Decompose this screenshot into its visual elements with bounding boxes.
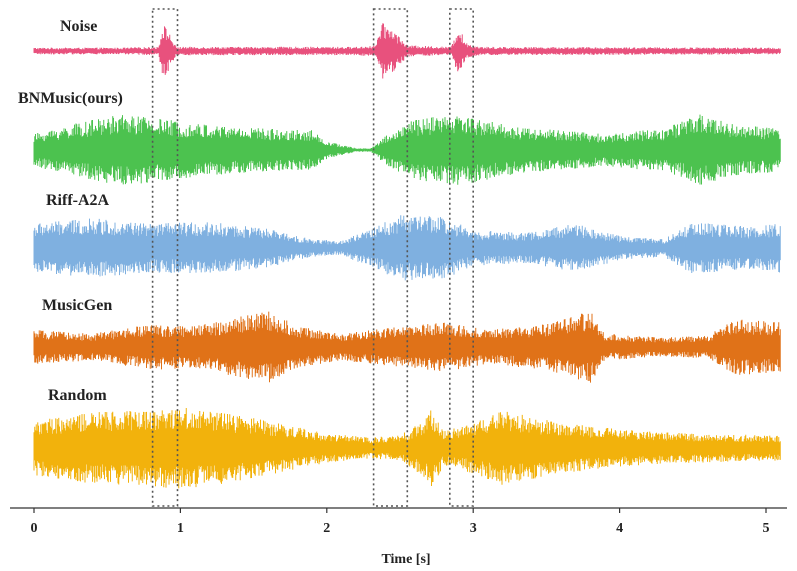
x-axis-label: Time [s] — [381, 552, 430, 567]
x-tick-label-1: 1 — [177, 521, 184, 536]
waveform-1 — [33, 114, 781, 185]
waveform-2 — [33, 215, 781, 281]
highlight-box-0 — [151, 8, 179, 507]
waveform-0 — [33, 23, 781, 79]
series-label-1: BNMusic(ours) — [18, 90, 123, 107]
waveforms-group — [33, 23, 781, 489]
x-axis: 0 1 2 3 4 5 — [10, 507, 787, 536]
series-label-3: MusicGen — [42, 297, 112, 314]
x-tick-label-3: 3 — [470, 521, 477, 536]
highlight-box-1 — [372, 8, 409, 507]
series-label-2: Riff-A2A — [46, 192, 110, 209]
highlight-boxes-group — [151, 8, 474, 507]
series-label-0: Noise — [60, 18, 97, 35]
x-tick-label-2: 2 — [323, 521, 330, 536]
x-tick-label-0: 0 — [31, 521, 38, 536]
x-tick-label-4: 4 — [616, 521, 623, 536]
series-label-4: Random — [48, 387, 107, 404]
waveform-4 — [33, 407, 781, 489]
series-labels-group: Noise BNMusic(ours) Riff-A2A MusicGen Random — [18, 18, 123, 404]
x-tick-label-5: 5 — [763, 521, 770, 536]
waveform-3 — [33, 311, 781, 383]
highlight-box-2 — [448, 8, 474, 507]
